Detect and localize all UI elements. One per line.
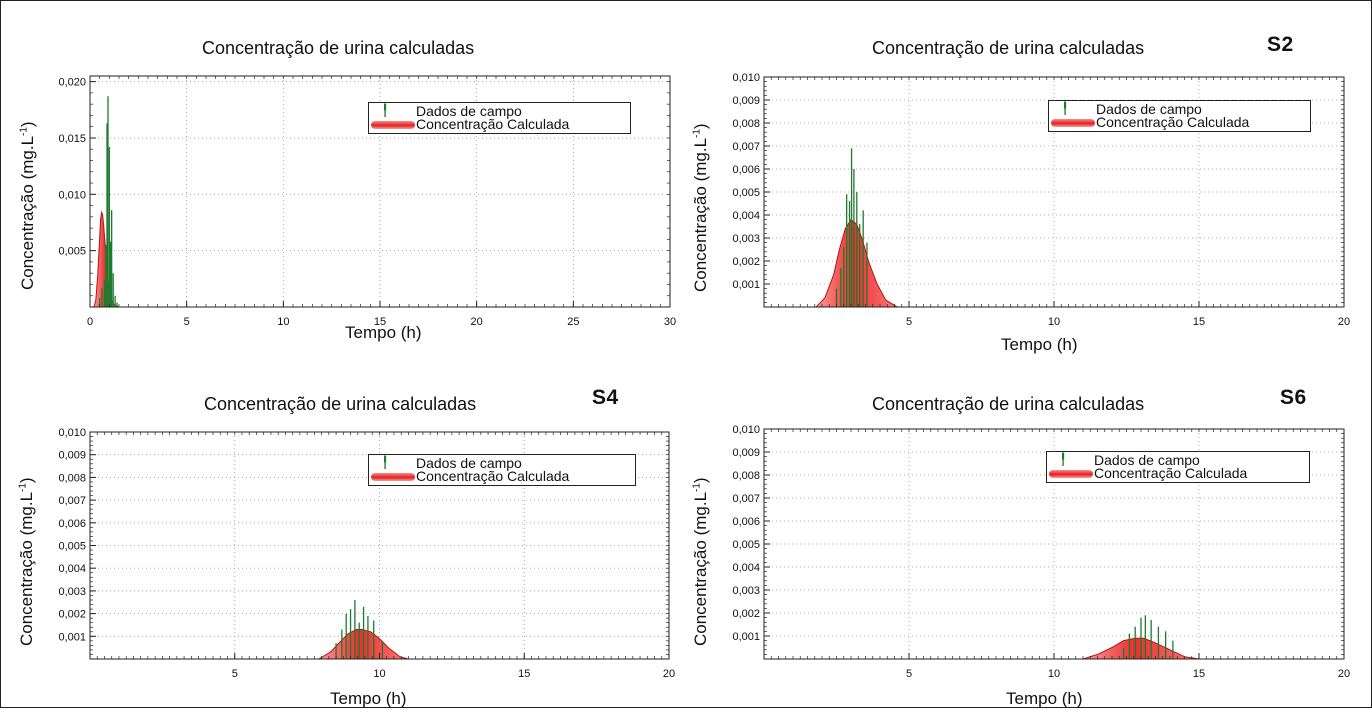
chart-panel-3: Concentração de urina calculadas S4 5 10 1… bbox=[0, 354, 686, 708]
y-tick-label: 0,006 bbox=[732, 516, 760, 528]
x-tick-label: 20 bbox=[471, 316, 483, 328]
plot-svg: 5 10 15 20 0,001 0,002 0,003 0,004 0,005 0,006 0,0… bbox=[732, 72, 1350, 328]
y-tick-label: 0,003 bbox=[58, 586, 86, 598]
y-tick-label: 0,007 bbox=[732, 141, 760, 153]
x-axis-label: Tempo (h) bbox=[1006, 689, 1083, 708]
plot-svg: 5 10 15 20 0,001 0,002 0,003 0,004 0,005 0,006 0,0… bbox=[732, 424, 1350, 680]
y-tick-label: 0,002 bbox=[58, 609, 86, 621]
panel-label: S4 bbox=[592, 386, 619, 409]
x-tick-label: 5 bbox=[184, 316, 190, 328]
chart-title: Concentração de urina calculadas bbox=[202, 38, 475, 58]
x-tick-label: 30 bbox=[664, 316, 676, 328]
y-axis-label: Concentração (mg.L-1) bbox=[691, 123, 710, 292]
y-axis-label: Concentração (mg.L-1) bbox=[18, 121, 37, 290]
y-tick-label: 0,007 bbox=[58, 495, 86, 507]
area-swatch-icon bbox=[1049, 470, 1093, 478]
panel-label: S6 bbox=[1280, 386, 1307, 409]
chart-title: Concentração de urina calculadas bbox=[872, 394, 1145, 414]
x-tick-label: 10 bbox=[373, 668, 385, 680]
legend: ╿ Dados de campo Concentração Calculada bbox=[1048, 100, 1311, 132]
y-tick-label: 0,020 bbox=[58, 77, 86, 89]
y-tick-label: 0,001 bbox=[732, 631, 760, 643]
x-tick-label: 5 bbox=[906, 668, 912, 680]
y-tick-label: 0,003 bbox=[732, 585, 760, 597]
y-tick-label: 0,006 bbox=[58, 518, 86, 530]
y-tick-label: 0,003 bbox=[732, 233, 760, 245]
y-tick-label: 0,001 bbox=[732, 279, 760, 291]
legend: ╿ Dados de campo Concentração Calculada bbox=[368, 454, 636, 486]
stem-marker-icon: ╿ bbox=[381, 105, 389, 117]
legend: ╿ Dados de campo Concentração Calculada bbox=[1046, 451, 1310, 483]
y-axis-label: Concentração (mg.L-1) bbox=[691, 477, 710, 646]
x-tick-label: 15 bbox=[1193, 316, 1205, 328]
x-tick-label: 15 bbox=[1193, 668, 1205, 680]
y-tick-label: 0,010 bbox=[732, 424, 760, 436]
y-axis-label: Concentração (mg.L-1) bbox=[17, 477, 36, 646]
x-tick-label: 10 bbox=[1048, 668, 1060, 680]
y-tick-label: 0,005 bbox=[58, 246, 86, 258]
legend: ╿ Dados de campo Concentração Calculada bbox=[368, 102, 631, 134]
stem-marker-icon: ╿ bbox=[1061, 103, 1069, 115]
area-swatch-icon bbox=[371, 473, 415, 481]
y-tick-label: 0,001 bbox=[58, 631, 86, 643]
x-tick-label: 10 bbox=[1048, 316, 1060, 328]
x-tick-label: 20 bbox=[663, 668, 675, 680]
y-tick-label: 0,005 bbox=[732, 539, 760, 551]
chart-panel-4: Concentração de urina calculadas S6 5 10 1… bbox=[686, 354, 1372, 708]
y-tick-label: 0,009 bbox=[58, 450, 86, 462]
y-tick-label: 0,007 bbox=[732, 493, 760, 505]
y-tick-label: 0,010 bbox=[58, 427, 86, 439]
x-tick-label: 5 bbox=[232, 668, 238, 680]
x-tick-label: 0 bbox=[87, 316, 93, 328]
y-tick-label: 0,008 bbox=[732, 470, 760, 482]
stem-marker-icon: ╿ bbox=[1059, 454, 1067, 466]
x-axis-label: Tempo (h) bbox=[330, 689, 407, 708]
x-tick-label: 15 bbox=[518, 668, 530, 680]
plot-svg: 5 10 15 20 0,001 0,002 0,003 0,004 0,005 0,006 0,0… bbox=[58, 427, 675, 680]
y-tick-label: 0,005 bbox=[732, 187, 760, 199]
area-swatch-icon bbox=[1051, 119, 1095, 127]
panel-label: S2 bbox=[1267, 33, 1294, 56]
area-swatch-icon bbox=[371, 121, 415, 129]
y-tick-label: 0,005 bbox=[58, 541, 86, 553]
y-tick-label: 0,009 bbox=[732, 447, 760, 459]
plot-svg: 0 5 10 15 20 25 30 0,005 0,010 0,015 0,020 bbox=[58, 75, 676, 328]
y-tick-label: 0,004 bbox=[732, 562, 760, 574]
x-tick-label: 20 bbox=[1338, 668, 1350, 680]
y-tick-label: 0,008 bbox=[732, 118, 760, 130]
y-tick-label: 0,010 bbox=[58, 189, 86, 201]
chart-panel-1: Concentração de urina calculadas 0 5 10 15 2… bbox=[0, 0, 686, 354]
y-tick-label: 0,008 bbox=[58, 472, 86, 484]
y-tick-label: 0,010 bbox=[732, 72, 760, 84]
x-axis-label: Tempo (h) bbox=[1001, 335, 1078, 354]
x-tick-label: 5 bbox=[906, 316, 912, 328]
x-tick-label: 20 bbox=[1338, 316, 1350, 328]
x-tick-label: 15 bbox=[374, 316, 386, 328]
y-tick-label: 0,002 bbox=[732, 256, 760, 268]
chart-title: Concentração de urina calculadas bbox=[204, 394, 477, 414]
y-tick-label: 0,015 bbox=[58, 133, 86, 145]
y-tick-label: 0,004 bbox=[58, 563, 86, 575]
y-tick-label: 0,002 bbox=[732, 608, 760, 620]
chart-panel-2: Concentração de urina calculadas S2 5 10 1… bbox=[686, 0, 1372, 354]
x-axis-label: Tempo (h) bbox=[345, 323, 422, 342]
x-tick-label: 10 bbox=[277, 316, 289, 328]
stem-marker-icon: ╿ bbox=[381, 457, 389, 469]
chart-title: Concentração de urina calculadas bbox=[872, 38, 1145, 58]
y-tick-label: 0,009 bbox=[732, 95, 760, 107]
x-tick-label: 25 bbox=[567, 316, 579, 328]
y-tick-label: 0,004 bbox=[732, 210, 760, 222]
y-tick-label: 0,006 bbox=[732, 164, 760, 176]
